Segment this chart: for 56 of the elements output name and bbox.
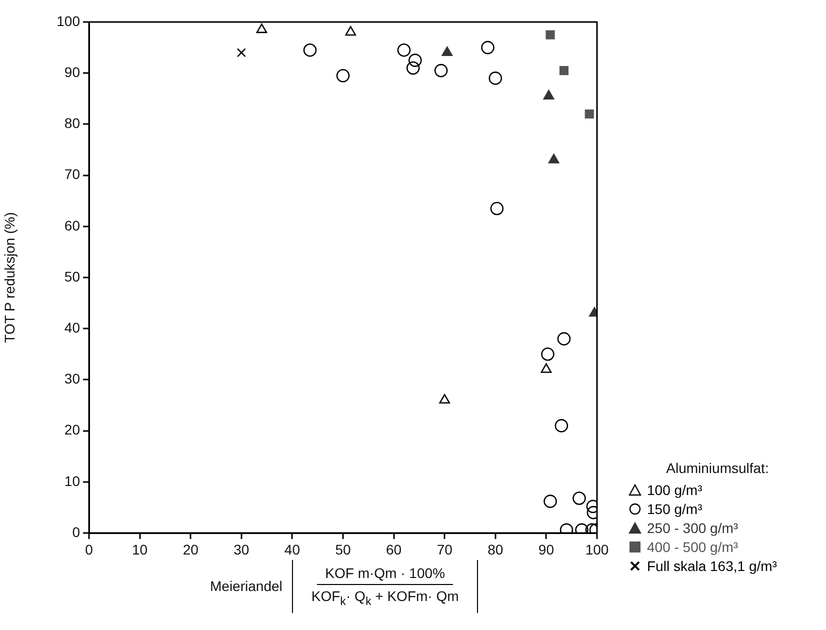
x-tick-label: 30 [234,541,250,558]
legend-label: 150 g/m³ [647,500,702,516]
point [336,69,350,82]
x-axis-title: Meieriandel [210,578,282,594]
point [442,46,453,56]
point [236,48,246,58]
y-tick-label: 70 [64,166,80,182]
legend-label: 100 g/m³ [647,482,702,498]
point [572,492,586,505]
point [541,348,554,361]
y-tick-label: 20 [64,422,80,438]
point [481,40,494,54]
point [548,154,560,164]
x-tick-label: 40 [284,541,300,558]
y-axis-title: TOT P reduksjon (%) [1,212,18,343]
x-tick-label: 70 [436,541,453,558]
point [490,202,504,216]
point [406,61,420,75]
point [546,30,555,40]
legend-label: 400 - 500 g/m³ [647,538,738,554]
y-tick-label: 90 [64,64,80,80]
point [345,26,356,36]
point [439,394,450,404]
x-tick-label: 10 [132,541,148,558]
legend-label: Full skala 163,1 g/m³ [647,558,777,574]
fraction-bracket: KOF m·Qm · 100% KOF$_{k}$· Q$_{k}$ + KOFm· Qm [292,560,478,613]
point [584,109,594,119]
y-tick-label: 40 [64,319,80,336]
point [540,363,552,373]
point [397,43,411,57]
point [408,54,422,67]
point [554,419,568,432]
point [434,64,448,78]
x-tick-label: 90 [538,541,554,558]
x-tick-label: 0 [85,541,94,558]
y-tick-label: 100 [56,12,80,29]
x-tick-label: 80 [488,541,504,558]
y-tick-label: 10 [64,472,80,489]
x-tick-label: 20 [182,541,199,558]
point [256,24,268,34]
y-tick-label: 0 [72,524,80,540]
y-tick-label: 50 [64,268,80,284]
y-tick-label: 80 [64,115,80,132]
point [303,43,317,57]
x-tick-label: 60 [386,541,402,558]
point [544,494,557,508]
legend-label: 250 - 300 g/m³ [647,520,738,536]
legend-title: Aluminiumsulfat: [665,460,770,476]
point [543,90,554,100]
point [488,72,502,85]
point [559,66,569,76]
y-tick-label: 30 [64,370,80,387]
y-tick-label: 60 [64,217,80,234]
x-tick-label: 50 [335,541,351,558]
point [557,332,571,346]
x-tick-label: 100 [585,541,609,558]
